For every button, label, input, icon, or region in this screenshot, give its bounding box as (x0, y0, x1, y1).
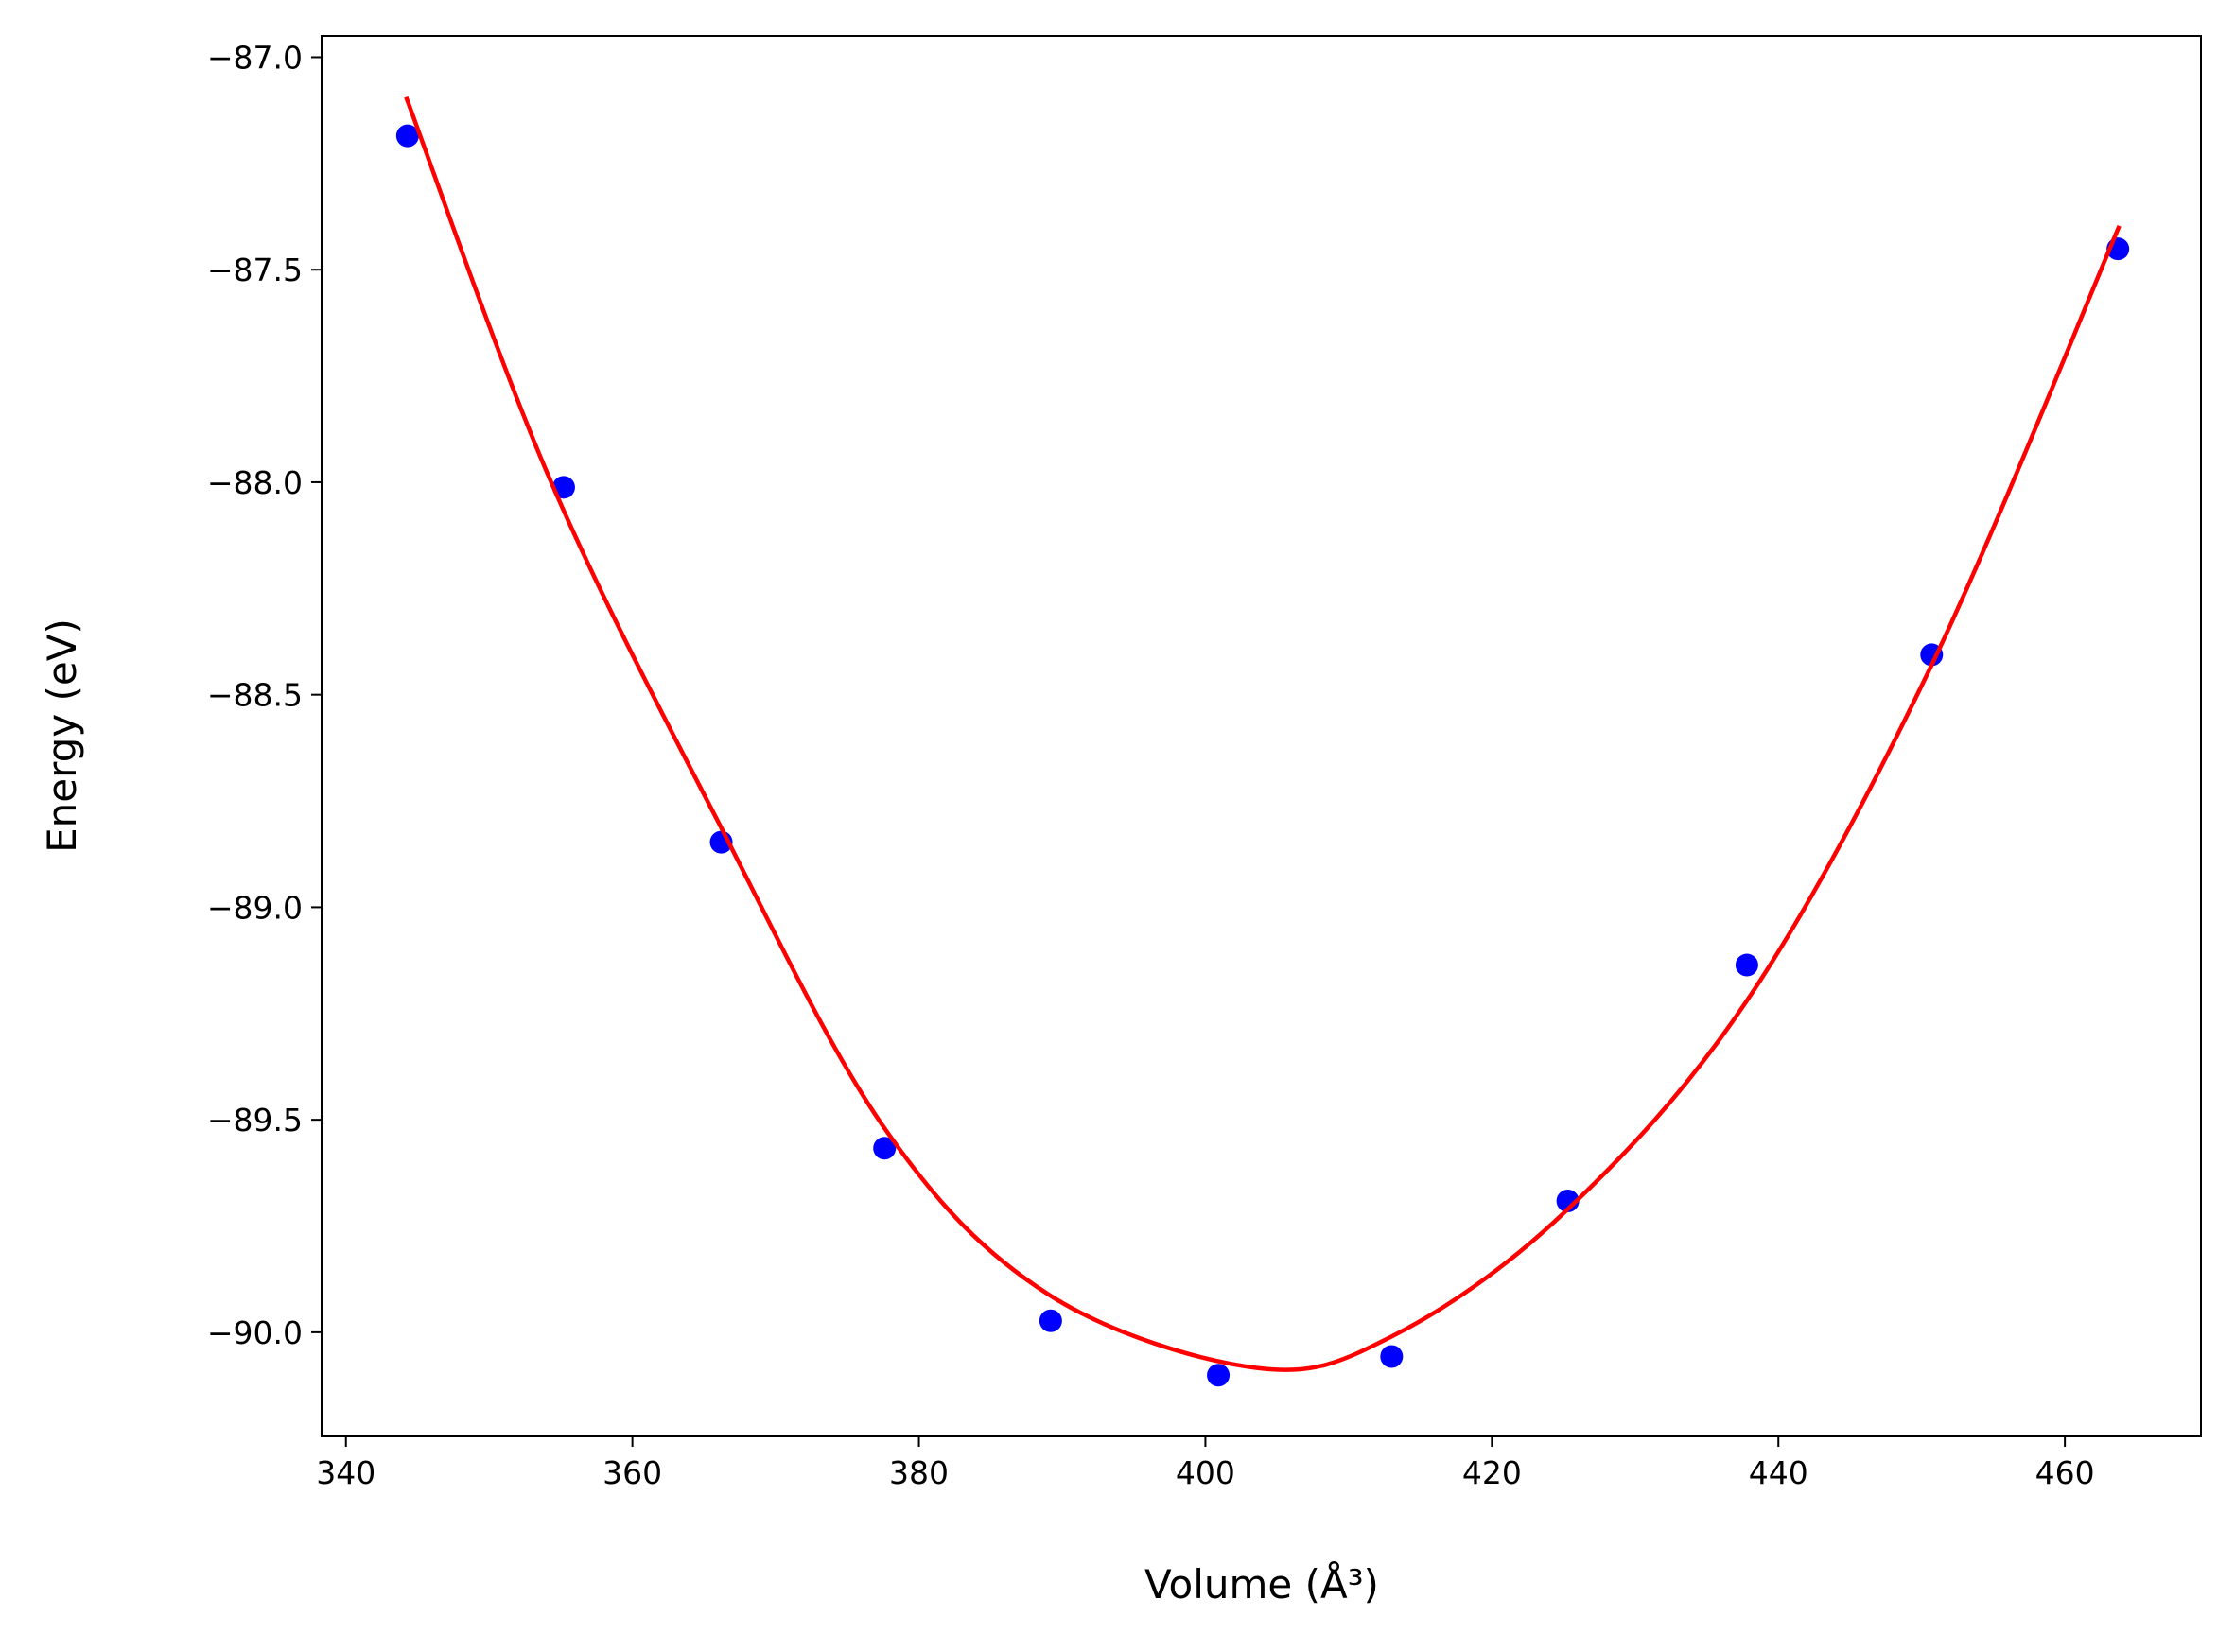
y-tick-label: −89.5 (207, 1102, 303, 1139)
x-axis-label: Volume (Å³) (1144, 1560, 1379, 1608)
data-point (1207, 1364, 1231, 1387)
data-point (1380, 1345, 1404, 1368)
fit-line (404, 96, 2122, 1372)
y-axis-label: Energy (eV) (39, 618, 85, 853)
x-tick-label: 400 (1176, 1454, 1235, 1491)
y-tick-label: −88.0 (207, 464, 303, 501)
y-tick-label: −89.0 (207, 889, 303, 926)
y-tick-label: −87.5 (207, 252, 303, 288)
x-tick-label: 380 (889, 1454, 949, 1491)
data-point (395, 124, 419, 148)
x-tick-label: 340 (316, 1454, 375, 1491)
data-point (1039, 1309, 1062, 1332)
data-point (1735, 953, 1758, 977)
y-tick-label: −90.0 (207, 1314, 303, 1351)
y-tick-label: −88.5 (207, 677, 303, 714)
data-point (873, 1137, 897, 1160)
plot-frame (321, 35, 2202, 1437)
y-tick-label: −87.0 (207, 39, 303, 76)
x-tick-label: 440 (1749, 1454, 1808, 1491)
x-tick-label: 460 (2035, 1454, 2095, 1491)
x-tick-label: 360 (602, 1454, 662, 1491)
x-tick-label: 420 (1462, 1454, 1522, 1491)
